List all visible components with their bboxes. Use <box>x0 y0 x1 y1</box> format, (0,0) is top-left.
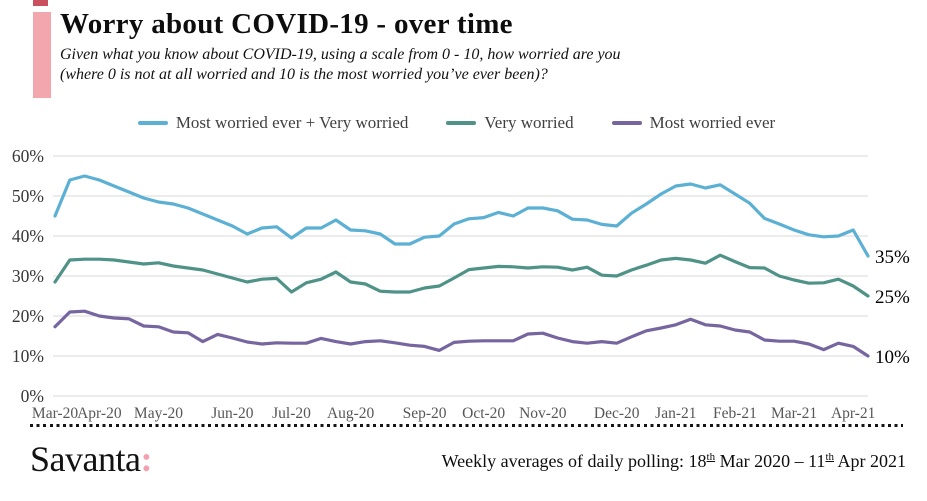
legend-label: Most worried ever + Very worried <box>175 113 409 132</box>
series-line <box>53 309 870 358</box>
chart-header: Worry about COVID-19 - over time Given w… <box>60 8 900 85</box>
x-axis-tick-label: Dec-20 <box>594 405 640 422</box>
legend-label: Very worried <box>484 113 574 132</box>
x-axis-tick-label: Jan-21 <box>655 405 696 422</box>
x-axis-tick-label: Jul-20 <box>272 405 311 422</box>
series-end-label: 35% <box>875 247 910 268</box>
page-title: Worry about COVID-19 - over time <box>60 8 513 40</box>
legend-item-most-worried-plus-very: Most worried ever + Very worried <box>137 113 409 133</box>
chart-legend: Most worried ever + Very worried Very wo… <box>0 113 913 133</box>
x-axis-tick-label: Jun-20 <box>211 405 253 422</box>
legend-line-swatch-purple <box>611 121 642 125</box>
x-axis-tick-label: Mar-21 <box>771 405 817 422</box>
chart-question-subtitle: Given what you know about COVID-19, usin… <box>60 45 900 85</box>
x-axis-tick-label: Nov-20 <box>519 405 567 422</box>
y-axis-tick-label: 60% <box>12 146 44 166</box>
note-part: Mar 2020 – 11 <box>715 451 826 471</box>
polling-period-note: Weekly averages of daily polling: 18th M… <box>442 451 906 472</box>
savanta-logo-text: Savanta <box>30 439 141 479</box>
y-axis-tick-label: 50% <box>12 186 44 206</box>
dotted-separator <box>30 424 903 427</box>
legend-item-most-worried-ever: Most worried ever <box>611 113 776 133</box>
series-end-label: 25% <box>875 287 910 308</box>
subtitle-line-2: (where 0 is not at all worried and 10 is… <box>60 66 548 83</box>
y-axis-tick-label: 20% <box>12 306 44 326</box>
savanta-logo: Savanta: <box>30 438 152 480</box>
legend-label: Most worried ever <box>649 113 776 132</box>
x-axis-tick-label: Feb-21 <box>713 405 757 422</box>
series-line <box>53 253 870 298</box>
y-axis-tick-label: 0% <box>21 386 44 406</box>
legend-line-swatch-teal <box>446 121 477 125</box>
legend-line-swatch-blue <box>137 121 168 125</box>
x-axis-tick-label: Oct-20 <box>462 405 505 422</box>
title-accent-bar <box>33 12 51 98</box>
x-axis-tick-label: Apr-20 <box>77 405 122 422</box>
ordinal-suffix: th <box>706 451 716 463</box>
x-axis-tick-label: May-20 <box>134 405 183 422</box>
series-line <box>53 174 870 258</box>
line-chart: 0% 10% 20% 30% 40% 50% 60% Mar-20 Apr-20 May-20 Ju… <box>12 146 910 422</box>
note-part: Weekly averages of daily polling: 18 <box>441 451 707 471</box>
y-axis-tick-label: 30% <box>12 266 44 286</box>
x-axis-tick-label: Sep-20 <box>403 405 447 422</box>
x-axis-tick-label: Aug-20 <box>327 405 375 422</box>
savanta-logo-colon: : <box>140 439 152 479</box>
x-axis-tick-label: Mar-20 <box>32 405 78 422</box>
series-end-label: 10% <box>875 347 910 368</box>
x-axis-tick-label: Apr-21 <box>831 405 875 422</box>
note-part: Apr 2021 <box>834 451 907 471</box>
legend-item-very-worried: Very worried <box>446 113 574 133</box>
ordinal-suffix: th <box>825 451 834 463</box>
red-corner-mark <box>33 0 48 6</box>
subtitle-line-1: Given what you know about COVID-19, usin… <box>60 46 621 63</box>
y-axis-tick-label: 40% <box>12 226 44 246</box>
y-axis-tick-label: 10% <box>12 346 44 366</box>
